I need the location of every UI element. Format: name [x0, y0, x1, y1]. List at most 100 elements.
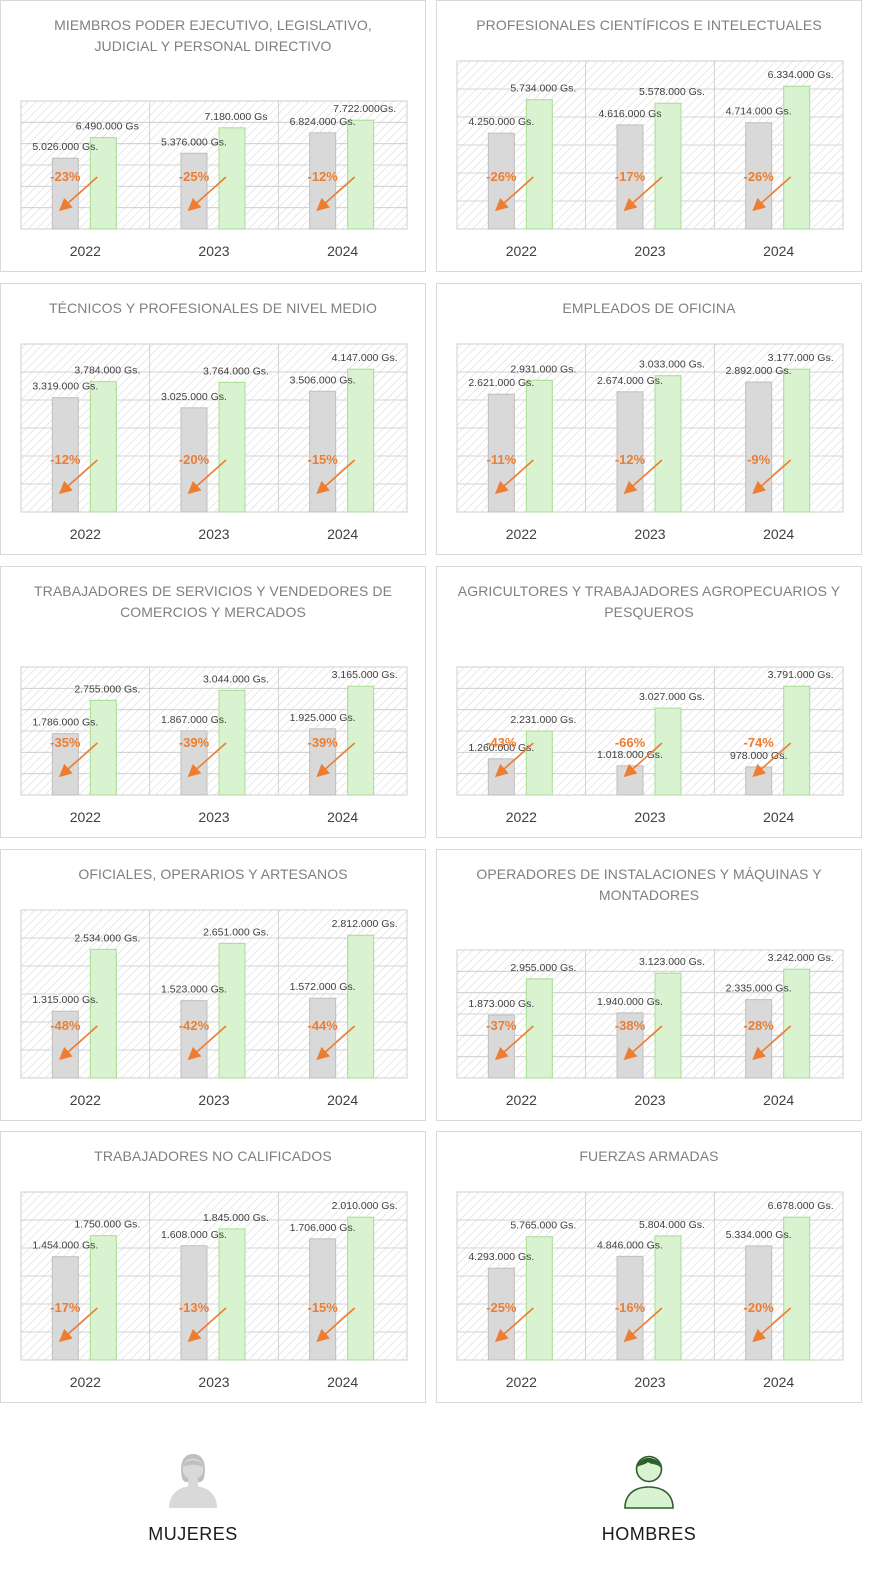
value-label-mujeres: 978.000 Gs. [730, 750, 787, 762]
bar-mujeres [745, 999, 773, 1079]
value-label-mujeres: 1.867.000 Gs. [161, 714, 227, 726]
bar-hombres [654, 102, 682, 230]
value-label-hombres: 3.033.000 Gs. [639, 359, 705, 371]
chart-panel: OFICIALES, OPERARIOS Y ARTESANOS 1.315.00… [0, 849, 426, 1121]
value-label-mujeres: 2.892.000 Gs. [726, 365, 792, 377]
value-label-hombres: 3.242.000 Gs. [768, 952, 834, 964]
value-label-hombres: 4.147.000 Gs. [332, 352, 398, 364]
chart-svg: 1.786.000 Gs. 2.755.000 Gs. -35% 2022 1.867.… [20, 666, 408, 825]
chart-svg: 1.260.000 Gs.2.231.000 Gs.-43%20221.018.… [456, 666, 844, 825]
legend-label-hombres: HOMBRES [601, 1524, 697, 1544]
gap-arrow [316, 1307, 356, 1343]
bar-hombres [347, 1216, 375, 1361]
value-label-hombres: 5.734.000 Gs. [510, 83, 576, 95]
gap-arrow [187, 1025, 227, 1061]
chart-panel: FUERZAS ARMADAS 4.293.000 Gs. 5.765.000 Gs… [436, 1131, 862, 1403]
chart-title: MIEMBROS PODER EJECUTIVO, LEGISLATIVO, J… [54, 17, 372, 54]
bar-hombres [347, 119, 375, 230]
x-tick-label: 2024 [763, 809, 794, 825]
x-tick-label: 2024 [763, 1092, 794, 1108]
value-label-mujeres: 5.026.000 Gs. [32, 141, 98, 153]
x-tick-label: 2023 [634, 1374, 665, 1390]
value-label-hombres: 3.177.000 Gs. [768, 352, 834, 364]
gap-label: -42% [179, 1018, 210, 1033]
value-label-mujeres: 1.706.000 Gs. [290, 1222, 356, 1234]
bar-hombres [218, 942, 246, 1079]
bar-mujeres [51, 1256, 79, 1361]
x-tick-label: 2023 [634, 1092, 665, 1108]
gap-arrow [316, 176, 356, 212]
value-label-mujeres: 4.616.000 Gs [598, 108, 661, 120]
x-tick-label: 2024 [327, 243, 358, 259]
chart-title: AGRICULTORES Y TRABAJADORES AGROPECUARIO… [457, 583, 841, 620]
value-label-hombres: 2.010.000 Gs. [332, 1200, 398, 1212]
legend-item-mujeres: MUJERES [113, 1450, 273, 1545]
chart-svg: 1.873.000 Gs. 2.955.000 Gs. -37% 2022 1.940.… [456, 949, 844, 1108]
x-tick-label: 2023 [634, 526, 665, 542]
value-label-hombres: 3.784.000 Gs. [74, 365, 140, 377]
value-label-mujeres: 1.572.000 Gs. [290, 981, 356, 993]
value-label-hombres: 3.123.000 Gs. [639, 956, 705, 968]
legend-label-mujeres: MUJERES [148, 1524, 238, 1544]
bar-hombres [218, 1228, 246, 1361]
charts-grid: MIEMBROS PODER EJECUTIVO, LEGISLATIVO, J… [0, 0, 862, 1403]
bar-mujeres [309, 132, 337, 230]
gap-arrow [752, 459, 792, 495]
bar-hombres [525, 379, 553, 513]
gap-arrow [187, 1307, 227, 1343]
gap-label: -66% [615, 735, 646, 750]
chart-title: EMPLEADOS DE OFICINA [562, 300, 736, 316]
value-label-hombres: 5.765.000 Gs. [510, 1220, 576, 1232]
bar-mujeres [616, 765, 644, 796]
gap-arrow [187, 459, 227, 495]
bar-hombres [218, 381, 246, 513]
value-label-mujeres: 4.293.000 Gs. [468, 1251, 534, 1263]
bar-hombres [525, 99, 553, 230]
value-label-mujeres: 1.523.000 Gs. [161, 984, 227, 996]
chart-panel: TÉCNICOS Y PROFESIONALES DE NIVEL MEDIO 3… [0, 283, 426, 555]
woman-icon [169, 1454, 217, 1508]
x-tick-label: 2022 [70, 1374, 101, 1390]
gap-label: -16% [615, 1300, 646, 1315]
value-label-mujeres: 4.846.000 Gs. [597, 1239, 663, 1251]
bar-hombres [654, 707, 682, 796]
x-tick-label: 2023 [198, 1092, 229, 1108]
gap-arrow [316, 742, 356, 778]
value-label-hombres: 2.812.000 Gs. [332, 918, 398, 930]
value-label-mujeres: 4.714.000 Gs. [726, 106, 792, 118]
value-label-hombres: 2.534.000 Gs. [74, 932, 140, 944]
value-label-mujeres: 1.608.000 Gs. [161, 1229, 227, 1241]
value-label-mujeres: 2.674.000 Gs. [597, 375, 663, 387]
x-tick-label: 2022 [70, 526, 101, 542]
value-label-hombres: 1.845.000 Gs. [203, 1212, 269, 1224]
gap-label: -74% [743, 735, 774, 750]
gap-arrow [752, 176, 792, 212]
gap-arrow [316, 459, 356, 495]
value-label-hombres: 2.231.000 Gs. [510, 714, 576, 726]
value-label-hombres: 5.578.000 Gs. [639, 86, 705, 98]
bar-hombres [347, 934, 375, 1079]
gap-label: -12% [615, 452, 646, 467]
bar-hombres [347, 685, 375, 796]
bar-mujeres [180, 1000, 208, 1079]
x-tick-label: 2023 [198, 1374, 229, 1390]
bar-mujeres [309, 728, 337, 796]
chart-svg: 4.293.000 Gs. 5.765.000 Gs. -25% 2022 4.846.… [456, 1191, 844, 1390]
gap-arrow [623, 1307, 663, 1343]
x-tick-label: 2022 [506, 243, 537, 259]
gap-arrow [623, 176, 663, 212]
gap-arrow [494, 742, 534, 778]
gap-label: -12% [307, 169, 338, 184]
gap-arrow [494, 1307, 534, 1343]
bar-mujeres [51, 1010, 79, 1079]
gap-label: -39% [179, 735, 210, 750]
chart-svg: 3.319.000 Gs. 3.784.000 Gs. -12% 2022 3.025.… [20, 343, 408, 542]
bar-mujeres [180, 407, 208, 513]
gap-label: -48% [50, 1018, 81, 1033]
x-tick-label: 2022 [70, 809, 101, 825]
value-label-mujeres: 3.506.000 Gs. [290, 374, 356, 386]
gap-label: -28% [743, 1018, 774, 1033]
gap-arrow [316, 1025, 356, 1061]
gap-label: -17% [615, 169, 646, 184]
bar-mujeres [745, 122, 773, 230]
